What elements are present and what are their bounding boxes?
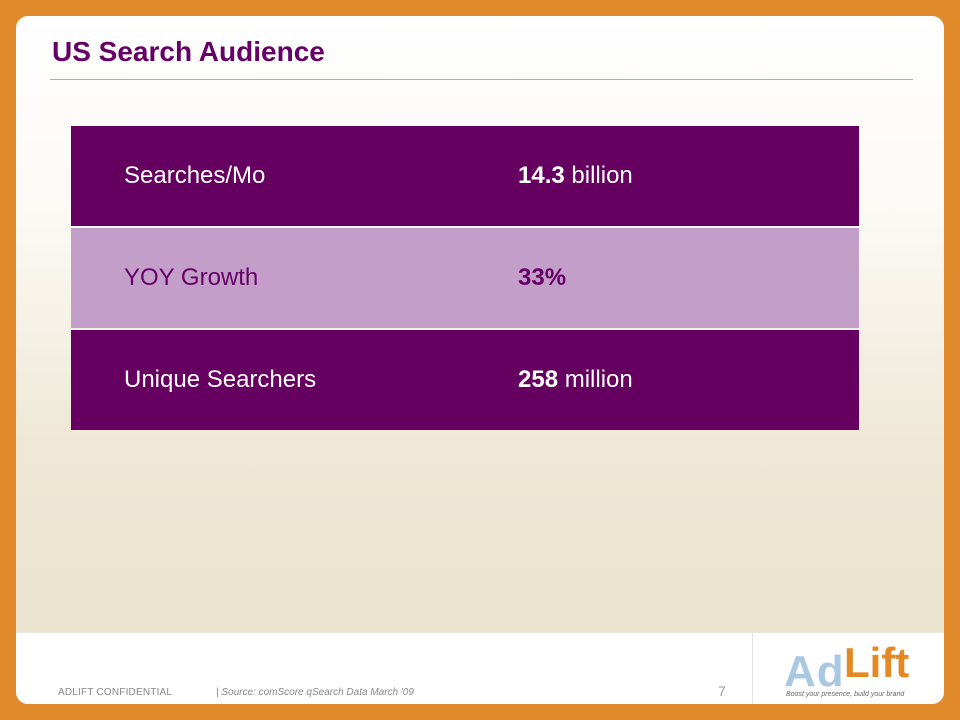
stat-value: 14.3 billion <box>518 162 633 189</box>
stat-label: Searches/Mo <box>124 162 266 189</box>
logo-tagline: Boost your presence, build your brand <box>786 691 905 698</box>
footer-divider <box>752 633 753 704</box>
stat-row-yoy-growth: YOY Growth 33% <box>71 228 859 328</box>
title-divider <box>50 79 913 80</box>
stat-label: YOY Growth <box>124 264 259 291</box>
slide-footer: ADLIFT CONFIDENTIAL | Source: comScore q… <box>16 632 944 704</box>
stats-table: Searches/Mo 14.3 billion YOY Growth 33% … <box>71 126 859 430</box>
logo-lift-text: Lift <box>844 639 910 686</box>
slide-title: US Search Audience <box>52 36 325 67</box>
stat-label: Unique Searchers <box>124 366 317 393</box>
stat-value: 33% <box>518 264 567 291</box>
stat-row-searches: Searches/Mo 14.3 billion <box>71 126 859 226</box>
logo-ad-text: Ad <box>784 647 845 696</box>
stat-value: 258 million <box>518 366 633 393</box>
slide: US Search Audience Searches/Mo 14.3 bill… <box>16 16 944 704</box>
confidential-label: ADLIFT CONFIDENTIAL <box>58 687 173 698</box>
source-note: | Source: comScore qSearch Data March '0… <box>216 687 414 698</box>
stat-row-unique-searchers: Unique Searchers 258 million <box>71 330 859 430</box>
page-number: 7 <box>718 683 726 699</box>
adlift-logo: Ad Lift Boost your presence, build your … <box>784 639 914 701</box>
